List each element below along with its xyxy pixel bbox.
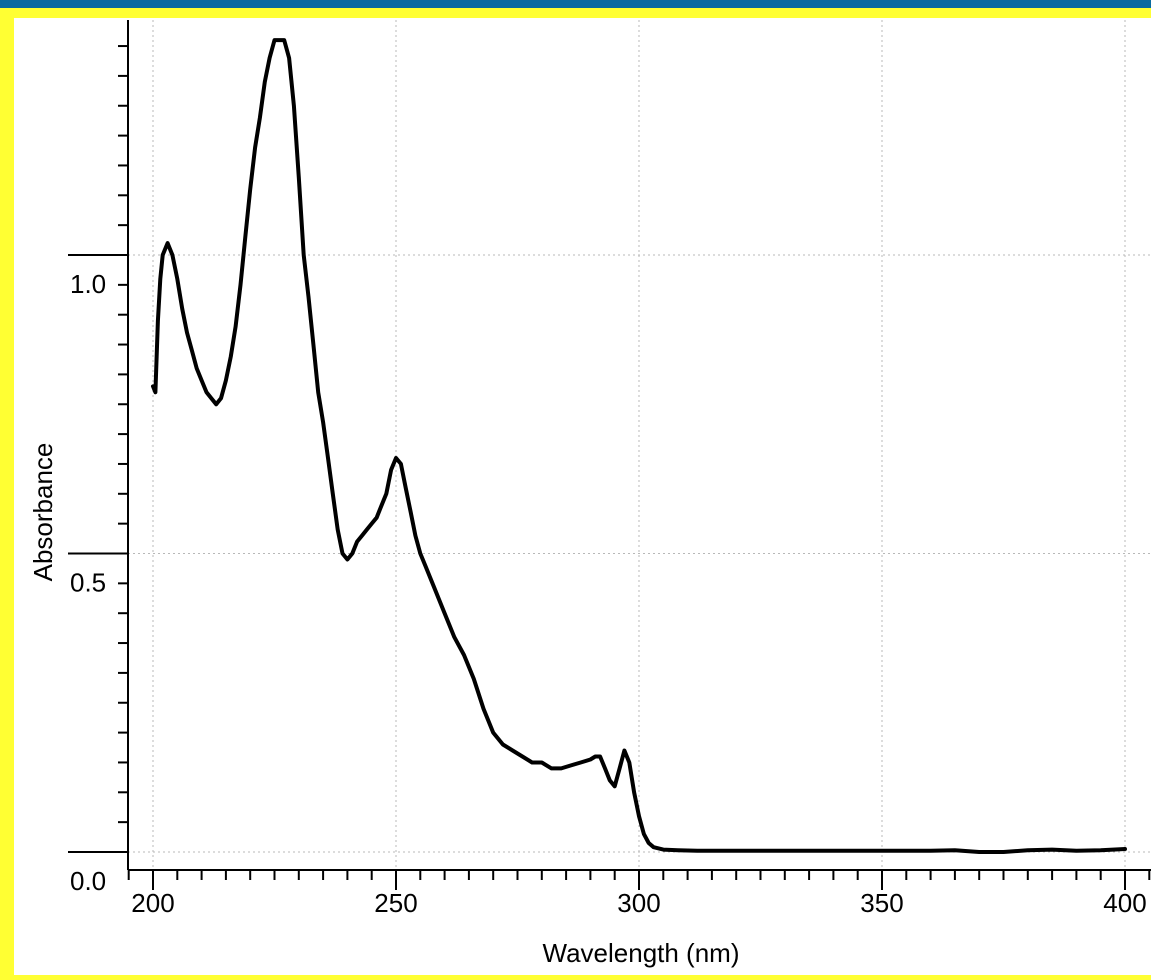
series-layer xyxy=(151,38,1127,854)
y-tick-label-0.0: 0.0 xyxy=(70,866,106,896)
x-tick-label-350: 350 xyxy=(860,888,903,918)
x-tick-label-300: 300 xyxy=(617,888,660,918)
grid xyxy=(128,20,1151,870)
y-tick-label-1.0: 1.0 xyxy=(70,269,106,299)
axes xyxy=(68,20,1151,890)
x-axis-title: Wavelength (nm) xyxy=(543,938,740,968)
y-tick-label-0.5: 0.5 xyxy=(70,568,106,598)
y-axis-title: Absorbance xyxy=(28,443,58,582)
x-tick-label-200: 200 xyxy=(131,888,174,918)
tick-labels: 200 250 300 350 400 0.0 0.5 1.0 xyxy=(70,269,1147,918)
x-tick-label-400: 400 xyxy=(1103,888,1146,918)
plot-background xyxy=(14,18,1151,975)
x-tick-label-250: 250 xyxy=(374,888,417,918)
series-line-0 xyxy=(151,38,1127,854)
